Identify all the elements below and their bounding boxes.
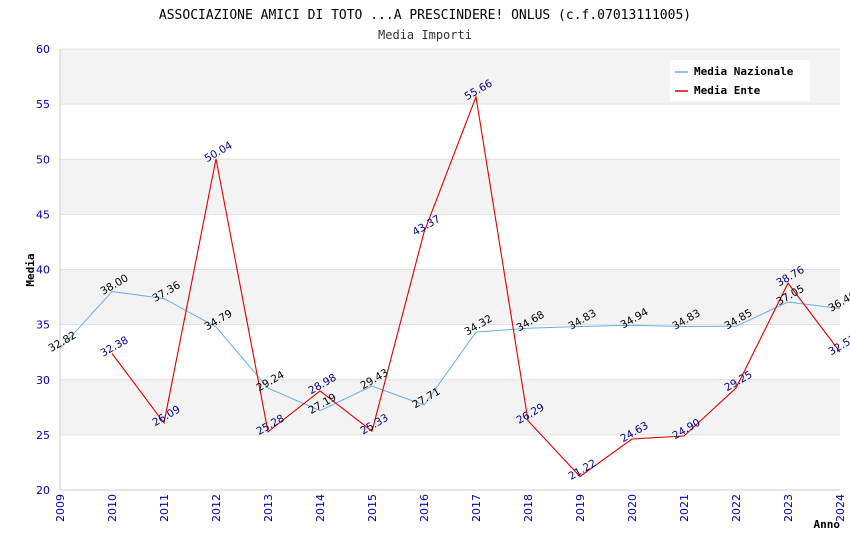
y-axis-label: Media [24, 253, 37, 286]
chart-title: ASSOCIAZIONE AMICI DI TOTO ...A PRESCIND… [159, 8, 691, 23]
x-tick-label: 2023 [782, 494, 795, 522]
legend-box [670, 60, 810, 101]
y-tick-label: 40 [36, 264, 50, 277]
x-axis-label: Anno [814, 518, 841, 531]
x-tick-label: 2024 [834, 494, 847, 522]
y-tick-label: 25 [36, 429, 50, 442]
x-axis-ticks: 2009 2010 2011 2012 2013 2014 2015 2016 2017 2018… [54, 494, 847, 522]
x-tick-label: 2020 [626, 494, 639, 522]
series-line-media-nazionale [59, 290, 841, 412]
legend: Media Nazionale Media Ente [670, 60, 810, 101]
x-tick-label: 2019 [574, 494, 587, 522]
gridlines [59, 48, 840, 491]
y-axis-ticks: 20 25 30 35 40 45 50 55 60 [36, 43, 50, 497]
y-tick-label: 35 [36, 319, 50, 332]
x-tick-label: 2012 [210, 494, 223, 522]
legend-label-media-nazionale: Media Nazionale [694, 65, 794, 78]
grid-band [60, 104, 840, 160]
x-tick-label: 2010 [106, 494, 119, 522]
grid-band [60, 269, 840, 325]
x-tick-label: 2013 [262, 494, 275, 522]
grid-band [60, 324, 840, 380]
chart-subtitle: Media Importi [378, 28, 472, 42]
x-tick-label: 2018 [522, 494, 535, 522]
grid-band [60, 379, 840, 435]
x-tick-label: 2022 [730, 494, 743, 522]
y-tick-label: 45 [36, 208, 50, 221]
y-tick-label: 30 [36, 374, 50, 387]
y-tick-label: 60 [36, 43, 50, 56]
series-lines [59, 94, 841, 478]
grid-band [60, 159, 840, 215]
x-tick-label: 2016 [418, 494, 431, 522]
legend-label-media-ente: Media Ente [694, 84, 761, 97]
x-tick-label: 2011 [158, 494, 171, 522]
series-line-media-ente [111, 94, 841, 478]
y-tick-label: 50 [36, 153, 50, 166]
x-tick-label: 2015 [366, 494, 379, 522]
x-tick-label: 2021 [678, 494, 691, 522]
y-tick-label: 20 [36, 484, 50, 497]
background-bands [60, 49, 840, 490]
y-tick-label: 55 [36, 98, 50, 111]
x-tick-label: 2014 [314, 494, 327, 522]
x-tick-label: 2009 [54, 494, 67, 522]
grid-band [60, 214, 840, 270]
x-tick-label: 2017 [470, 494, 483, 522]
grid-band [60, 434, 840, 490]
